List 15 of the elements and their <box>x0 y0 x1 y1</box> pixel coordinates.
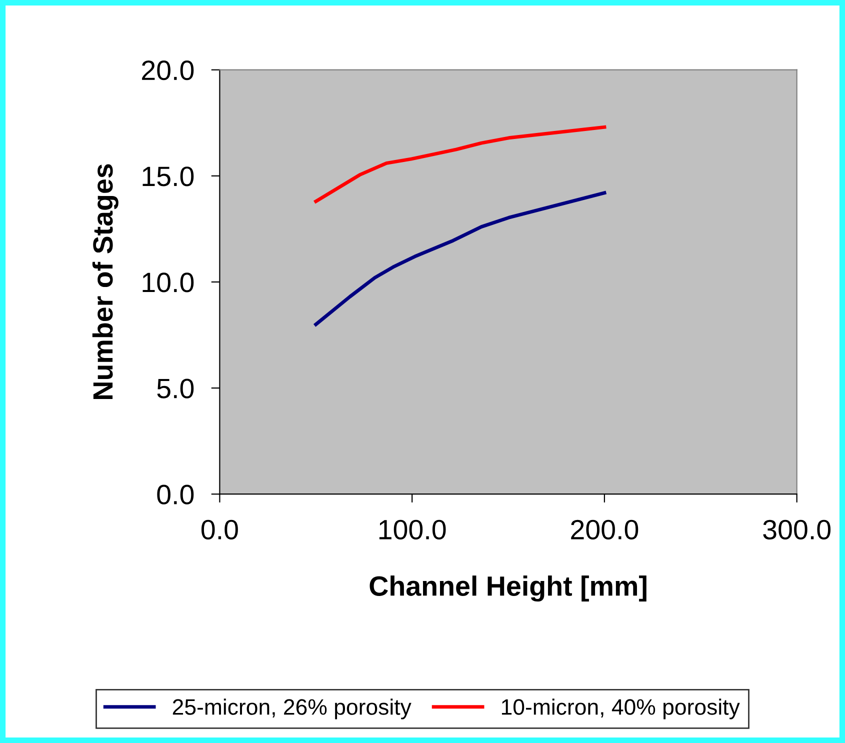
x-axis-title: Channel Height [mm] <box>370 576 646 602</box>
legend-label: 25-micron, 26% porosity <box>172 698 412 720</box>
line-series <box>314 191 606 326</box>
line-series <box>314 125 606 204</box>
y-tick-label: 10.0 <box>142 272 194 292</box>
y-axis-title: Number of Stages <box>92 164 118 399</box>
y-tick-label: 5.0 <box>157 378 194 398</box>
x-tick-label: 100.0 <box>379 520 446 540</box>
legend-label: 10-micron, 40% porosity <box>502 698 740 720</box>
y-tick-label: 0.0 <box>157 484 194 504</box>
y-tick-label: 15.0 <box>142 166 194 186</box>
y-tick-label: 20.0 <box>142 60 194 80</box>
x-tick-label: 300.0 <box>763 520 831 540</box>
x-tick-label: 0.0 <box>201 520 238 540</box>
x-tick-label: 200.0 <box>571 520 638 540</box>
